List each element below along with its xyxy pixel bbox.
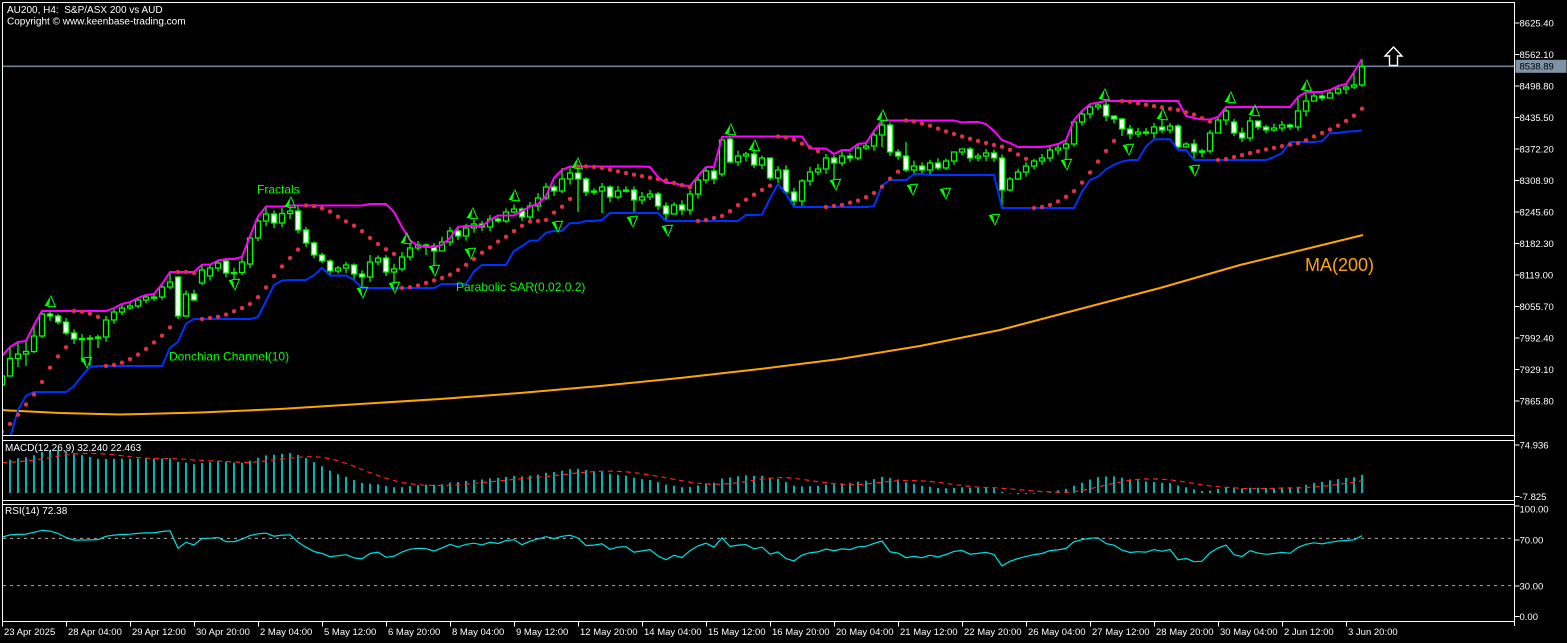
svg-text:Fractals: Fractals <box>257 183 300 197</box>
svg-text:MACD(12,26,9) 32.240 22.463: MACD(12,26,9) 32.240 22.463 <box>5 443 142 454</box>
svg-text:8182.30: 8182.30 <box>1520 239 1554 250</box>
svg-text:74.936: 74.936 <box>1520 440 1549 451</box>
svg-text:3 Jun 20:00: 3 Jun 20:00 <box>1348 627 1398 638</box>
svg-text:2 Jun 12:00: 2 Jun 12:00 <box>1284 627 1334 638</box>
svg-text:5 May 12:00: 5 May 12:00 <box>324 627 376 638</box>
svg-text:8119.00: 8119.00 <box>1520 270 1554 281</box>
svg-text:70.00: 70.00 <box>1520 535 1544 546</box>
svg-text:Parabolic SAR(0.02,0.2): Parabolic SAR(0.02,0.2) <box>456 280 585 294</box>
svg-text:6 May 20:00: 6 May 20:00 <box>388 627 440 638</box>
svg-text:Donchian Channel(10): Donchian Channel(10) <box>169 350 289 364</box>
svg-text:7929.10: 7929.10 <box>1520 365 1554 376</box>
svg-text:14 May 04:00: 14 May 04:00 <box>644 627 702 638</box>
svg-text:23 Apr 2025: 23 Apr 2025 <box>4 627 55 638</box>
svg-text:8435.50: 8435.50 <box>1520 113 1554 124</box>
svg-text:8055.70: 8055.70 <box>1520 302 1554 313</box>
svg-text:8308.90: 8308.90 <box>1520 176 1554 187</box>
svg-text:9 May 12:00: 9 May 12:00 <box>516 627 568 638</box>
svg-text:MA(200): MA(200) <box>1305 255 1374 275</box>
svg-text:12 May 20:00: 12 May 20:00 <box>580 627 638 638</box>
svg-text:7865.80: 7865.80 <box>1520 396 1554 407</box>
svg-text:8 May 04:00: 8 May 04:00 <box>452 627 504 638</box>
svg-text:8538.89: 8538.89 <box>1520 62 1554 73</box>
svg-text:28 Apr 04:00: 28 Apr 04:00 <box>68 627 122 638</box>
svg-text:RSI(14) 72.38: RSI(14) 72.38 <box>5 506 68 517</box>
svg-text:29 Apr 12:00: 29 Apr 12:00 <box>132 627 186 638</box>
svg-text:0.00: 0.00 <box>1520 612 1539 623</box>
svg-text:8498.80: 8498.80 <box>1520 81 1554 92</box>
svg-text:27 May 12:00: 27 May 12:00 <box>1092 627 1150 638</box>
svg-text:30.00: 30.00 <box>1520 581 1544 592</box>
svg-text:8625.40: 8625.40 <box>1520 18 1554 29</box>
svg-text:15 May 12:00: 15 May 12:00 <box>708 627 766 638</box>
svg-text:30 May 04:00: 30 May 04:00 <box>1220 627 1278 638</box>
svg-text:28 May 20:00: 28 May 20:00 <box>1156 627 1214 638</box>
svg-text:30 Apr 20:00: 30 Apr 20:00 <box>196 627 250 638</box>
svg-text:2 May 04:00: 2 May 04:00 <box>260 627 312 638</box>
svg-text:26 May 04:00: 26 May 04:00 <box>1028 627 1086 638</box>
svg-text:20 May 04:00: 20 May 04:00 <box>836 627 894 638</box>
svg-text:22 May 20:00: 22 May 20:00 <box>964 627 1022 638</box>
svg-text:-7.825: -7.825 <box>1520 492 1547 503</box>
svg-text:AU200, H4: S&P/ASX 200 vs AUD: AU200, H4: S&P/ASX 200 vs AUD <box>7 5 163 16</box>
svg-text:8562.10: 8562.10 <box>1520 50 1554 61</box>
svg-text:21 May 12:00: 21 May 12:00 <box>900 627 958 638</box>
svg-text:8245.60: 8245.60 <box>1520 207 1554 218</box>
svg-text:7992.40: 7992.40 <box>1520 333 1554 344</box>
svg-text:100.00: 100.00 <box>1520 504 1549 515</box>
svg-text:8372.20: 8372.20 <box>1520 144 1554 155</box>
svg-text:Copyright © www.keenbase-tradi: Copyright © www.keenbase-trading.com <box>7 17 186 28</box>
svg-text:16 May 20:00: 16 May 20:00 <box>772 627 830 638</box>
